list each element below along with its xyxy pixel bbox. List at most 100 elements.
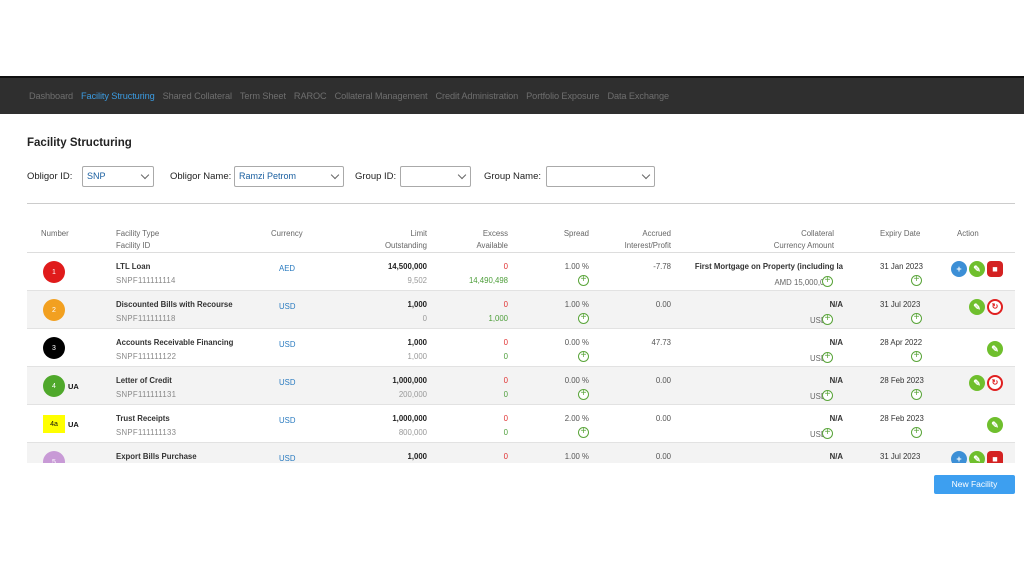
facility-type[interactable]: Accounts Receivable Financing — [116, 338, 234, 347]
row-number-badge: 2 — [43, 299, 65, 321]
facility-id: SNPF111111133 — [116, 428, 177, 437]
header-accrued: Accrued — [642, 229, 671, 238]
nav-item-raroc[interactable]: RAROC — [293, 91, 327, 101]
spread-add-icon[interactable]: + — [578, 313, 589, 324]
edit-icon[interactable]: ✎ — [969, 451, 985, 463]
table-row[interactable]: 1 LTL Loan SNPF111111114 AED 14,500,000 9,502… — [27, 253, 1015, 291]
facility-id: SNPF111111131 — [116, 390, 177, 399]
limit-value: 1,000 — [407, 338, 427, 347]
spread-value: 1.00 % — [564, 262, 589, 271]
nav-item-data-exchange[interactable]: Data Exchange — [607, 91, 669, 101]
nav-item-term-sheet[interactable]: Term Sheet — [239, 91, 286, 101]
edit-icon[interactable]: ✎ — [987, 341, 1003, 357]
expiry-add-icon[interactable]: + — [911, 313, 922, 324]
excess-value: 0 — [503, 452, 508, 461]
outstanding-value: 1,000 — [407, 352, 427, 361]
obligor-name-select[interactable]: Ramzi Petrom — [234, 166, 344, 187]
edit-icon[interactable]: ✎ — [969, 261, 985, 277]
collateral-add-icon[interactable]: + — [822, 352, 833, 363]
spread-add-icon[interactable]: + — [578, 427, 589, 438]
spread-value: 2.00 % — [564, 414, 589, 423]
edit-icon[interactable]: ✎ — [969, 375, 985, 391]
expiry-add-icon[interactable]: + — [911, 427, 922, 438]
filter-bar: Obligor ID: SNP Obligor Name: Ramzi Petr… — [27, 166, 727, 188]
expiry-add-icon[interactable]: + — [911, 389, 922, 400]
table-row[interactable]: 3 Accounts Receivable Financing SNPF111111… — [27, 329, 1015, 367]
collateral-value: N/A — [829, 376, 843, 385]
group-id-select[interactable] — [400, 166, 471, 187]
expiry-add-icon[interactable]: + — [911, 351, 922, 362]
collateral-value: N/A — [829, 300, 843, 309]
header-spread: Spread — [563, 229, 589, 238]
limit-value: 1,000 — [407, 452, 427, 461]
nav-item-facility-structuring[interactable]: Facility Structuring — [81, 91, 155, 101]
currency: USD — [279, 302, 296, 311]
delete-icon[interactable]: ■ — [987, 451, 1003, 463]
currency: USD — [279, 378, 296, 387]
table-row[interactable]: 4 UA Letter of Credit SNPF111111131 USD 1,000… — [27, 367, 1015, 405]
add-icon[interactable]: + — [951, 261, 967, 277]
expiry-date: 28 Feb 2023 — [880, 414, 924, 423]
expiry-add-icon[interactable]: + — [911, 275, 922, 286]
facility-type[interactable]: Export Bills Purchase — [116, 452, 197, 461]
group-name-select[interactable] — [546, 166, 655, 187]
excess-value: 0 — [503, 414, 508, 423]
collateral-add-icon[interactable]: + — [822, 390, 833, 401]
accrued-value: 0.00 — [655, 376, 671, 385]
facility-type[interactable]: LTL Loan — [116, 262, 151, 271]
facility-id: SNPF111111122 — [116, 352, 177, 361]
excess-value: 0 — [503, 338, 508, 347]
nav-item-collateral-management[interactable]: Collateral Management — [334, 91, 428, 101]
header-number: Number — [41, 229, 69, 238]
new-facility-button[interactable]: New Facility — [934, 475, 1015, 494]
edit-icon[interactable]: ✎ — [969, 299, 985, 315]
accrued-value: 47.73 — [651, 338, 671, 347]
edit-icon[interactable]: ✎ — [987, 417, 1003, 433]
spread-add-icon[interactable]: + — [578, 275, 589, 286]
table-row[interactable]: 5 Export Bills Purchase USD 1,000 0 1.00 % +0.… — [27, 443, 1015, 463]
facility-type[interactable]: Discounted Bills with Recourse — [116, 300, 233, 309]
nav-item-shared-collateral[interactable]: Shared Collateral — [162, 91, 232, 101]
available-value: 1,000 — [488, 314, 508, 323]
outstanding-value: 0 — [422, 314, 427, 323]
header-interest-profit: Interest/Profit — [624, 241, 671, 250]
facility-type[interactable]: Trust Receipts — [116, 414, 170, 423]
add-icon[interactable]: + — [951, 451, 967, 463]
table-row[interactable]: 4a UA Trust Receipts SNPF111111133 USD 1,000,… — [27, 405, 1015, 443]
renew-icon[interactable]: ↻ — [987, 299, 1003, 315]
spread-add-icon[interactable]: + — [578, 389, 589, 400]
table-row[interactable]: 2 Discounted Bills with Recourse SNPF11111… — [27, 291, 1015, 329]
nav-item-portfolio-exposure[interactable]: Portfolio Exposure — [526, 91, 600, 101]
collateral-value: N/A — [829, 338, 843, 347]
nav-item-dashboard[interactable]: Dashboard — [29, 91, 74, 101]
collateral-amount: USD 0 — [810, 392, 833, 401]
limit-value: 1,000,000 — [392, 414, 427, 423]
header-available: Available — [476, 241, 509, 250]
row-number-badge: 3 — [43, 337, 65, 359]
nav-item-credit-administration[interactable]: Credit Administration — [435, 91, 519, 101]
table-header: Number Facility Type Facility ID Currenc… — [27, 226, 1015, 252]
accrued-value: -7.78 — [653, 262, 671, 271]
facility-type[interactable]: Letter of Credit — [116, 376, 172, 385]
obligor-name-value: Ramzi Petrom — [239, 171, 297, 181]
obligor-id-select[interactable]: SNP — [82, 166, 154, 187]
header-currency: Currency — [271, 229, 303, 238]
spread-add-icon[interactable]: + — [578, 351, 589, 362]
page-title: Facility Structuring — [27, 137, 132, 149]
collateral-add-icon[interactable]: + — [822, 428, 833, 439]
limit-value: 14,500,000 — [387, 262, 427, 271]
renew-icon[interactable]: ↻ — [987, 375, 1003, 391]
excess-value: 0 — [503, 300, 508, 309]
collateral-amount: USD 0 — [810, 354, 833, 363]
available-value: 0 — [503, 428, 508, 437]
group-name-label: Group Name: — [484, 171, 542, 182]
available-value: 14,490,498 — [468, 276, 508, 285]
accrued-value: 0.00 — [655, 414, 671, 423]
group-id-label: Group ID: — [355, 171, 397, 182]
collateral-add-icon[interactable]: + — [822, 276, 833, 287]
spread-value: 1.00 % — [564, 300, 589, 309]
obligor-name-label: Obligor Name: — [170, 171, 232, 182]
delete-icon[interactable]: ■ — [987, 261, 1003, 277]
available-value: 0 — [503, 390, 508, 399]
collateral-add-icon[interactable]: + — [822, 314, 833, 325]
